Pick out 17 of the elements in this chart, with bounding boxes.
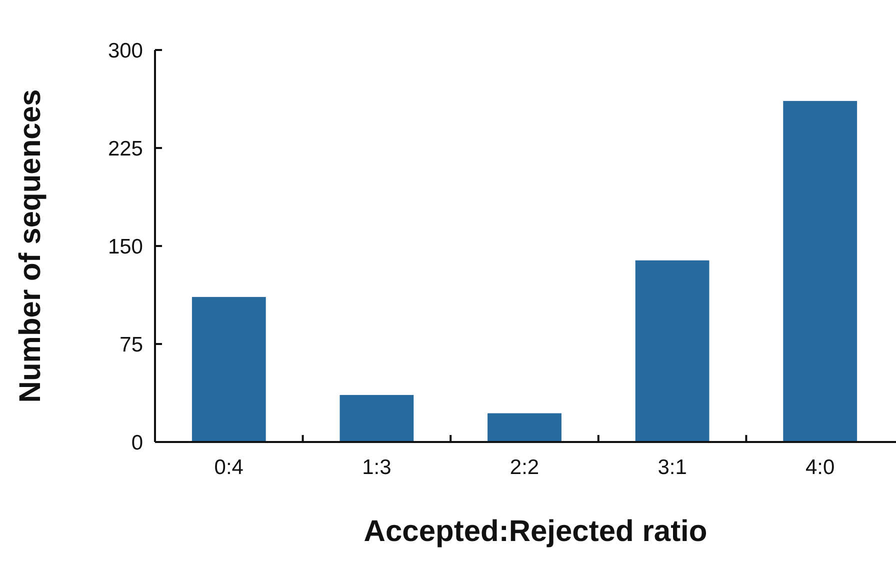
x-axis-title: Accepted:Rejected ratio	[364, 515, 708, 548]
y-tick-label: 0	[131, 431, 143, 454]
bar	[783, 100, 858, 442]
x-tick-label: 4:0	[806, 456, 835, 479]
bar	[192, 296, 266, 442]
x-tick-label: 3:1	[658, 456, 687, 479]
y-axis-title: Number of sequences	[14, 89, 47, 403]
y-tick-label: 300	[108, 39, 143, 62]
y-tick-label: 150	[108, 235, 143, 258]
y-tick-label: 225	[108, 137, 143, 160]
x-tick-label: 2:2	[510, 456, 540, 479]
bar	[340, 394, 414, 442]
y-tick-label: 75	[120, 333, 143, 356]
bar	[488, 413, 562, 442]
x-tick-label: 1:3	[362, 456, 392, 479]
bar	[635, 260, 710, 442]
x-tick-label: 0:4	[214, 456, 244, 479]
